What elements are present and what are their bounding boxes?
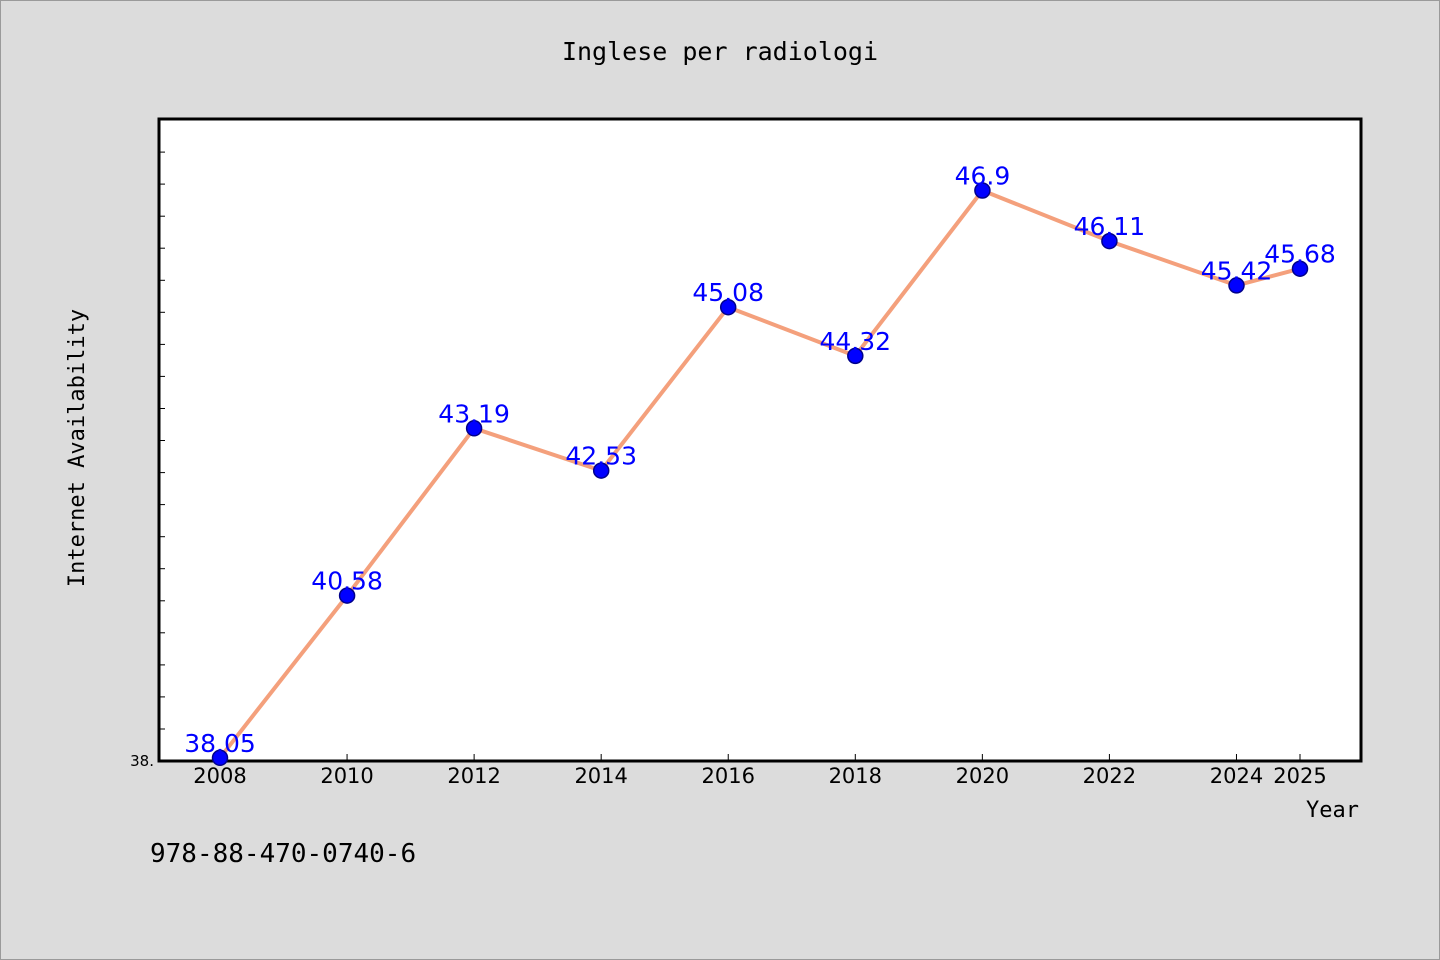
x-tick-label: 2016 [702, 764, 755, 788]
x-tick-label: 2018 [829, 764, 882, 788]
data-label: 38.05 [184, 729, 256, 758]
data-point [592, 462, 610, 479]
data-point [847, 347, 864, 365]
x-tick-label: 2024 [1210, 764, 1263, 788]
data-label: 45.68 [1264, 240, 1336, 269]
data-label: 45.42 [1201, 256, 1273, 285]
x-axis-title: Year [1306, 798, 1359, 823]
series-line [218, 188, 1302, 760]
isbn-text: 978-88-470-0740-6 [150, 839, 416, 869]
data-label: 45.08 [692, 278, 764, 307]
x-tick-label: 2012 [447, 764, 500, 788]
data-point [465, 420, 483, 437]
data-labels: 38.05 40.58 43.19 42.53 45.08 44.32 46.9 46.11 4… [184, 162, 1336, 758]
data-point [211, 749, 229, 767]
data-label: 40.58 [311, 567, 383, 596]
data-label: 46.9 [955, 162, 1011, 191]
y-axis-title: Internet Availability [65, 309, 90, 587]
y-tick-label: 38. [130, 752, 154, 770]
x-tick-label: 2008 [193, 764, 246, 788]
data-point [1101, 232, 1118, 250]
chart-title: Inglese per radiologi [562, 37, 878, 66]
data-point [1291, 260, 1309, 277]
data-point [974, 182, 991, 199]
x-tick-label: 2020 [956, 764, 1009, 788]
x-tick-label: 2014 [574, 764, 627, 788]
data-label: 43.19 [438, 399, 510, 428]
data-point [719, 298, 737, 316]
data-point [1228, 277, 1245, 294]
x-tick-label: 2010 [320, 764, 373, 788]
x-tick-label: 2025 [1273, 764, 1326, 788]
x-axis-tick-labels: 2008 2010 2012 2014 2016 2018 2020 2022 2024 2025 [193, 764, 1326, 788]
data-point [338, 587, 356, 604]
data-label: 42.53 [565, 442, 637, 471]
data-markers [211, 182, 1309, 767]
plot-area [157, 117, 1363, 763]
y-axis-ticks [159, 119, 165, 762]
data-label: 46.11 [1074, 212, 1146, 241]
x-tick-label: 2022 [1083, 764, 1136, 788]
data-label: 44.32 [820, 327, 892, 356]
